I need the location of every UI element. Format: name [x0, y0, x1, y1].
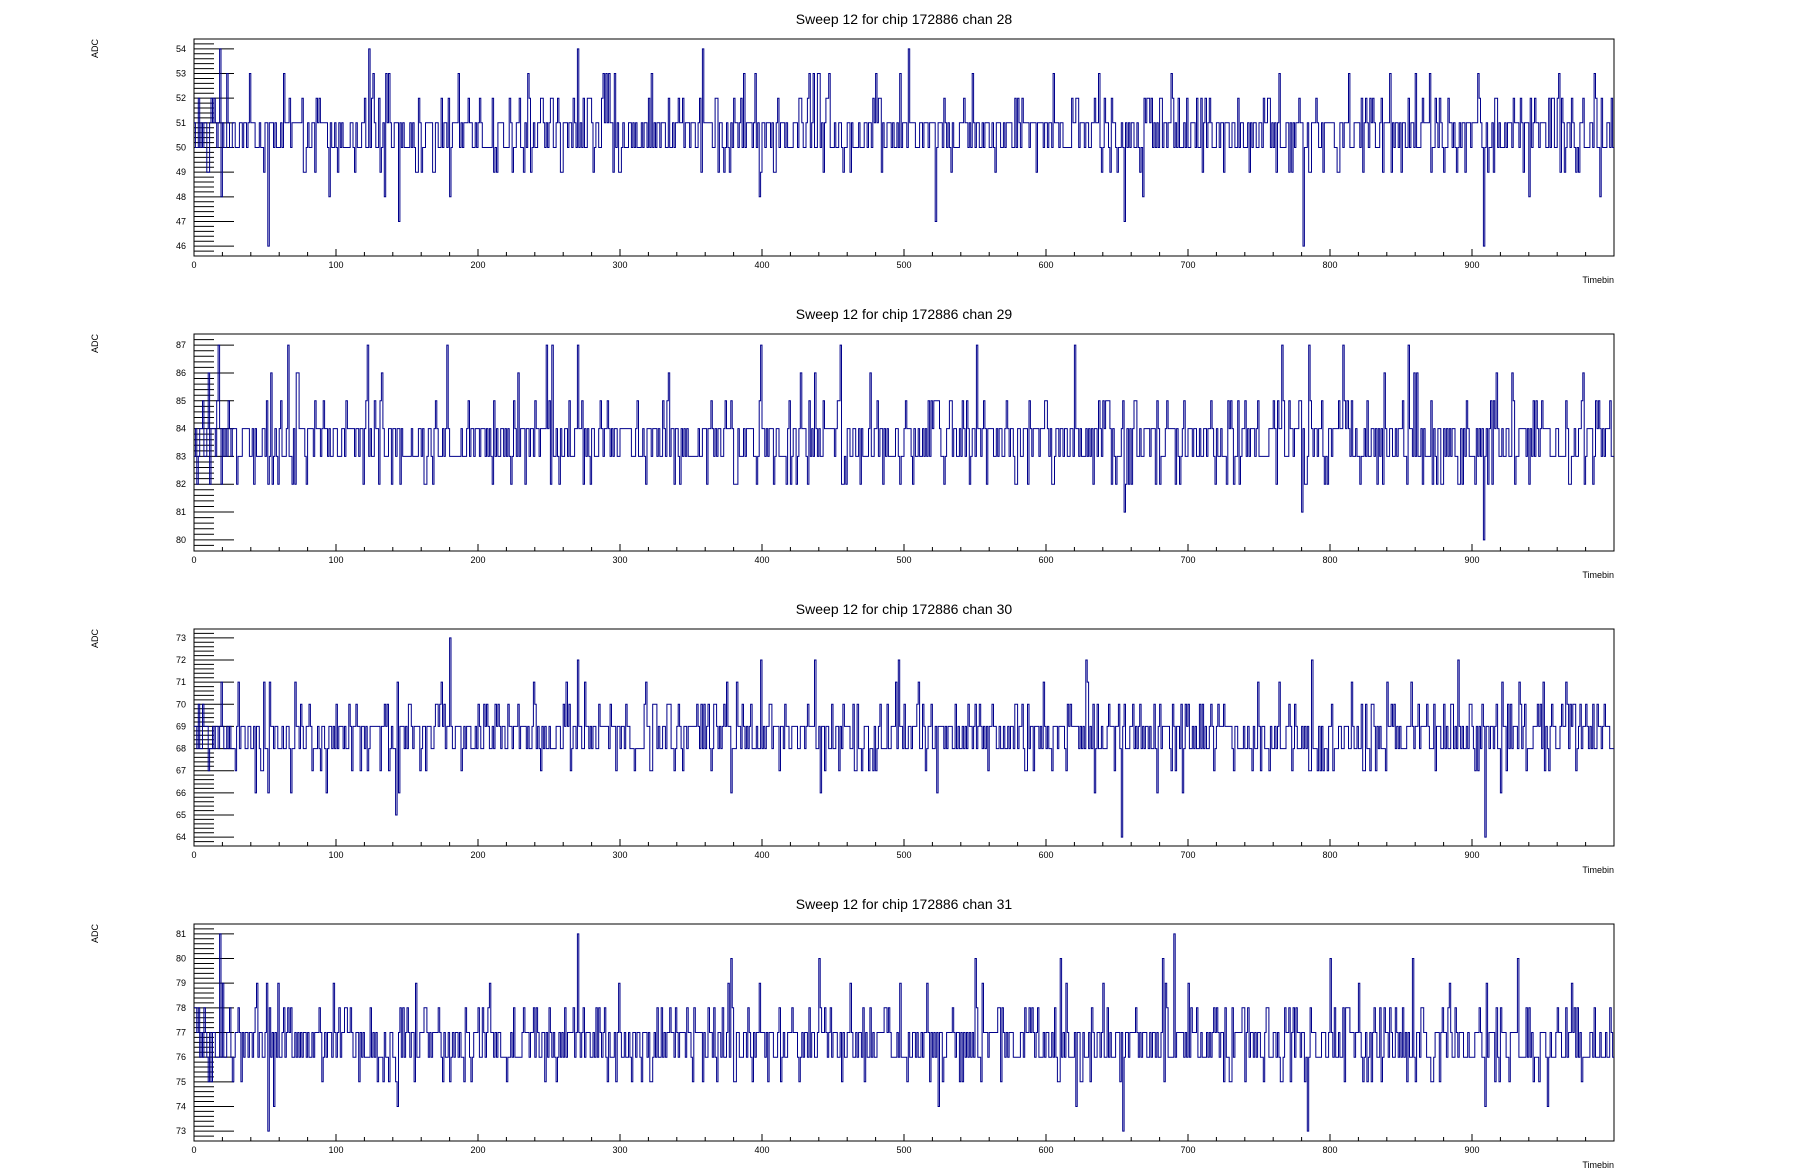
y-tick-label: 80	[176, 954, 186, 964]
y-tick-label: 50	[176, 143, 186, 153]
x-tick-label: 200	[470, 1145, 485, 1155]
y-tick-label: 86	[176, 368, 186, 378]
adc-trace-series	[194, 637, 1614, 838]
x-tick-label: 200	[470, 555, 485, 565]
y-axis-label: ADC	[90, 39, 100, 59]
y-axis-label: ADC	[90, 924, 100, 944]
y-tick-label: 53	[176, 69, 186, 79]
x-tick-label: 400	[754, 260, 769, 270]
x-tick-label: 200	[470, 850, 485, 860]
y-tick-label: 84	[176, 424, 186, 434]
x-tick-label: 300	[612, 260, 627, 270]
x-tick-label: 500	[896, 1145, 911, 1155]
y-tick-label: 54	[176, 44, 186, 54]
x-tick-label: 0	[191, 555, 196, 565]
x-tick-label: 100	[328, 1145, 343, 1155]
x-tick-label: 500	[896, 260, 911, 270]
y-tick-label: 64	[176, 832, 186, 842]
x-tick-label: 0	[191, 260, 196, 270]
y-tick-label: 82	[176, 479, 186, 489]
chart-panel-1: Sweep 12 for chip 172886 chan 29 80 81 82 83…	[90, 306, 1615, 580]
y-axis-label: ADC	[90, 629, 100, 649]
x-tick-label: 700	[1180, 555, 1195, 565]
y-tick-label: 74	[176, 1101, 186, 1111]
x-axis-label: Timebin	[1582, 570, 1614, 580]
y-tick-label: 73	[176, 1126, 186, 1136]
x-tick-label: 500	[896, 555, 911, 565]
x-tick-label: 300	[612, 555, 627, 565]
y-tick-label: 80	[176, 535, 186, 545]
x-tick-label: 400	[754, 555, 769, 565]
y-tick-label: 73	[176, 633, 186, 643]
adc-trace-series	[194, 48, 1614, 247]
x-tick-label: 900	[1464, 850, 1479, 860]
x-tick-label: 800	[1322, 1145, 1337, 1155]
x-tick-label: 800	[1322, 555, 1337, 565]
x-tick-label: 900	[1464, 555, 1479, 565]
y-tick-label: 46	[176, 241, 186, 251]
x-tick-label: 600	[1038, 555, 1053, 565]
x-axis-label: Timebin	[1582, 1160, 1614, 1170]
x-tick-label: 0	[191, 850, 196, 860]
y-axis-label: ADC	[90, 334, 100, 354]
x-axis-label: Timebin	[1582, 865, 1614, 875]
y-tick-label: 83	[176, 451, 186, 461]
x-tick-label: 800	[1322, 260, 1337, 270]
x-tick-label: 400	[754, 850, 769, 860]
y-tick-label: 77	[176, 1028, 186, 1038]
x-axis-label: Timebin	[1582, 275, 1614, 285]
y-tick-label: 71	[176, 677, 186, 687]
x-tick-label: 200	[470, 260, 485, 270]
x-tick-label: 900	[1464, 1145, 1479, 1155]
chart-panel-0: Sweep 12 for chip 172886 chan 28 46 47 48 49…	[90, 11, 1615, 285]
x-tick-label: 600	[1038, 1145, 1053, 1155]
y-tick-label: 78	[176, 1003, 186, 1013]
y-tick-label: 51	[176, 118, 186, 128]
chart-title: Sweep 12 for chip 172886 chan 29	[796, 306, 1013, 322]
y-tick-label: 70	[176, 699, 186, 709]
chart-panel-2: Sweep 12 for chip 172886 chan 30 64 65 66 67…	[90, 601, 1615, 875]
y-tick-label: 69	[176, 721, 186, 731]
x-tick-label: 400	[754, 1145, 769, 1155]
y-tick-label: 81	[176, 929, 186, 939]
adc-trace-series	[194, 933, 1614, 1132]
y-tick-label: 48	[176, 192, 186, 202]
y-tick-label: 76	[176, 1052, 186, 1062]
x-tick-label: 0	[191, 1145, 196, 1155]
x-tick-label: 600	[1038, 260, 1053, 270]
x-tick-label: 700	[1180, 850, 1195, 860]
y-tick-label: 72	[176, 655, 186, 665]
adc-trace-series	[194, 344, 1614, 541]
y-tick-label: 75	[176, 1077, 186, 1087]
y-tick-label: 52	[176, 93, 186, 103]
y-tick-label: 87	[176, 340, 186, 350]
x-tick-label: 700	[1180, 1145, 1195, 1155]
y-tick-label: 79	[176, 978, 186, 988]
x-tick-label: 500	[896, 850, 911, 860]
y-tick-label: 47	[176, 216, 186, 226]
chart-title: Sweep 12 for chip 172886 chan 31	[796, 896, 1013, 912]
y-tick-label: 66	[176, 788, 186, 798]
x-tick-label: 100	[328, 555, 343, 565]
x-tick-label: 800	[1322, 850, 1337, 860]
x-tick-label: 100	[328, 850, 343, 860]
x-tick-label: 600	[1038, 850, 1053, 860]
y-tick-label: 65	[176, 810, 186, 820]
y-tick-label: 49	[176, 167, 186, 177]
chart-panel-3: Sweep 12 for chip 172886 chan 31 73 74 75 76…	[90, 896, 1615, 1170]
chart-title: Sweep 12 for chip 172886 chan 28	[796, 11, 1013, 27]
y-tick-label: 81	[176, 507, 186, 517]
y-tick-label: 85	[176, 396, 186, 406]
x-tick-label: 300	[612, 850, 627, 860]
x-tick-label: 300	[612, 1145, 627, 1155]
x-tick-label: 700	[1180, 260, 1195, 270]
y-tick-label: 68	[176, 744, 186, 754]
y-tick-label: 67	[176, 766, 186, 776]
x-tick-label: 900	[1464, 260, 1479, 270]
x-tick-label: 100	[328, 260, 343, 270]
chart-title: Sweep 12 for chip 172886 chan 30	[796, 601, 1013, 617]
